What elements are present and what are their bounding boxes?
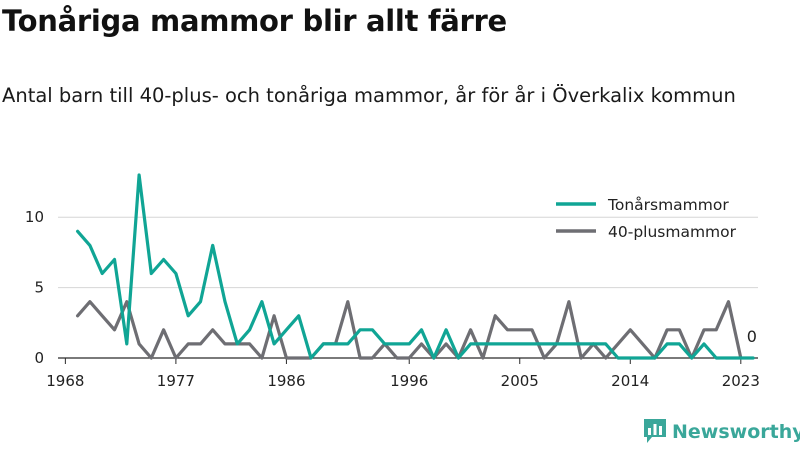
annotations: 0 [747,327,757,346]
chart-subtitle: Antal barn till 40-plus- och tonåriga ma… [2,84,736,107]
legend: Tonårsmammor 40-plusmammor [556,196,737,241]
x-tick-label: 1986 [267,372,305,390]
axes: 0 5 10 1968 1977 1986 1996 2005 2014 2023 [25,208,760,390]
legend-item: 40-plusmammor [556,223,737,241]
end-value-label: 0 [747,327,757,346]
x-tick-label: 1968 [46,372,84,390]
x-tick-label: 1977 [157,372,195,390]
x-tick-label: 2023 [722,372,760,390]
newsworthy-logo: Newsworthy [644,419,800,445]
gridlines [58,216,758,289]
series-line-40-plusmammor [75,300,743,360]
legend-item: Tonårsmammor [556,196,729,214]
bar-chart-logo-icon [644,419,666,443]
legend-label: Tonårsmammor [607,196,729,214]
legend-label: 40-plusmammor [608,223,737,241]
series-line-tonårsmammor [75,173,755,360]
x-tick-label: 1996 [390,372,428,390]
y-tick-label: 5 [34,279,44,297]
y-tick-label: 10 [25,208,44,226]
chart-title: Tonåriga mammor blir allt färre [2,4,507,38]
y-tick-label: 0 [34,349,44,367]
brand-name: Newsworthy [672,421,800,443]
x-tick-label: 2014 [611,372,649,390]
x-tick-label: 2005 [501,372,539,390]
series-lines [75,173,755,360]
